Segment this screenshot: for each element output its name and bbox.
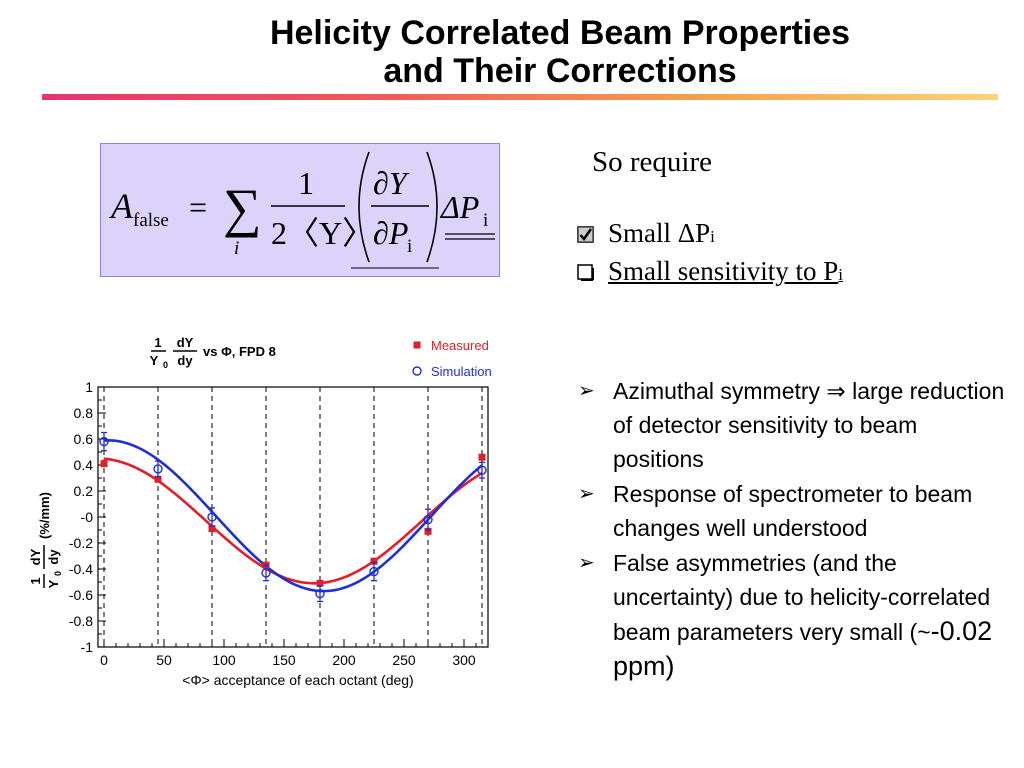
simulation-point: [153, 464, 163, 474]
measured-point: [154, 475, 162, 483]
requirement-small-delta-p: Small ΔP i: [577, 218, 715, 249]
title-line-2: and Their Corrections: [383, 52, 737, 90]
simulation-point: [315, 589, 325, 599]
y-tick-label: -0.4: [69, 561, 93, 577]
requirement-2-label: Small sensitivity to P: [608, 256, 839, 286]
legend-measured-label: Measured: [431, 338, 489, 353]
arrow-bullet-icon: ➢: [578, 380, 595, 402]
y-tick-label: 0.2: [74, 483, 94, 499]
formula-equals: =: [189, 189, 207, 225]
formula-sum-index: i: [234, 238, 239, 259]
y-tick-label: -0: [81, 509, 94, 525]
formula-partial-Y: ∂Y: [373, 165, 410, 201]
x-tick-label: 200: [332, 652, 356, 668]
plot-frame: [97, 386, 489, 648]
chart-title-frac-num: 1: [154, 335, 161, 350]
page-title: Helicity Correlated Beam Properties and …: [200, 14, 920, 90]
measured-point: [370, 557, 378, 565]
formula-delta-sub: i: [483, 210, 488, 231]
bullet-text: False asymmetries (and the uncertainty) …: [613, 550, 991, 645]
bullet-list: ➢ Azimuthal symmetry ⇒ large reduction o…: [578, 374, 1008, 685]
measured-point: [316, 579, 324, 587]
chart-svg: 10.80.60.40.2-0-0.2-0.4-0.6-0.8-10 50 100 1…: [28, 335, 492, 688]
formula-numerator-one: 1: [298, 165, 314, 201]
x-tick-label: 0: [100, 652, 108, 668]
requirement-1-label: Small ΔP: [608, 218, 711, 248]
y-tick-label: 0.6: [74, 431, 94, 447]
x-tick-label: 250: [392, 652, 416, 668]
sensitivity-chart: 1 0.8 0.6 0.4 0.2 -0 -0.2 -0.4 -0.6 -0.8 -1 0 50 100 1…: [20, 325, 530, 695]
y-tick-label: 1: [85, 379, 93, 395]
simulation-point: [207, 512, 217, 522]
formula-sub-false: false: [133, 210, 169, 231]
simulation-point: [369, 566, 379, 577]
chart-title-deriv-den: dy: [177, 353, 193, 368]
simulation-point: [423, 514, 433, 525]
y-tick-label: -1: [81, 639, 94, 655]
measured-point: [424, 527, 432, 535]
x-axis-label: <Φ> acceptance of each octant (deg): [182, 672, 413, 688]
false-asymmetry-formula: A false = ∑ i 1 2〈Y〉 ∂Y ∂P i ΔP i: [100, 143, 500, 277]
bullet-item: ➢ Azimuthal symmetry ⇒ large reduction o…: [578, 374, 1008, 476]
formula-A: A: [109, 186, 134, 226]
so-require-text: So require: [592, 146, 712, 178]
y-tick-label: 0.4: [74, 457, 94, 473]
chart-title-frac-den-sub: 0: [163, 360, 168, 370]
simulation-point: [99, 436, 109, 447]
bullet-text: Response of spectrometer to beam changes…: [613, 481, 973, 541]
arrow-bullet-icon: ➢: [578, 483, 595, 505]
formula-right-paren: [426, 151, 438, 263]
x-tick-label: 50: [156, 652, 172, 668]
requirement-2-sub: i: [838, 265, 844, 284]
formula-denominator: 2〈Y〉: [271, 215, 374, 251]
y-axis-label: 1 Y 0 dY dy (%/mm): [28, 492, 63, 588]
y-label-unit: (%/mm): [37, 492, 52, 539]
measured-point: [208, 525, 216, 533]
y-label-deriv-den: dy: [46, 549, 61, 565]
formula-left-paren: [358, 151, 370, 263]
title-underline-bar: [42, 94, 998, 100]
y-tick-label: -0.2: [69, 535, 93, 551]
chart-title-deriv-num: dY: [177, 335, 194, 350]
bullet-text-large: -0.02 ppm): [613, 616, 993, 681]
x-tick-label: 100: [212, 652, 236, 668]
y-tick-label: -0.6: [69, 587, 93, 603]
y-label-frac-num: 1: [28, 577, 43, 584]
checked-box-icon: [577, 226, 594, 243]
chart-title-rest: vs Φ, FPD 8: [203, 344, 276, 359]
measured-fit-curve: [103, 457, 483, 585]
x-tick-label: 150: [272, 652, 296, 668]
formula-delta-P: ΔP: [439, 189, 479, 225]
y-label-frac-den-sub: 0: [53, 571, 63, 576]
title-line-1: Helicity Correlated Beam Properties: [269, 14, 851, 52]
y-tick-label: 0.8: [74, 405, 94, 421]
chart-title-frac-den: Y: [150, 353, 159, 368]
requirement-1-sub: i: [710, 227, 715, 246]
simulation-point: [477, 465, 487, 475]
bullet-text: Azimuthal symmetry ⇒ large reduction of …: [613, 378, 1005, 472]
empty-box-icon: [577, 264, 594, 281]
arrow-bullet-icon: ➢: [578, 552, 595, 574]
bullet-item: ➢ False asymmetries (and the uncertainty…: [578, 546, 1008, 684]
y-tick-label: -0.8: [69, 613, 93, 629]
formula-sum: ∑: [223, 178, 262, 238]
legend-measured-marker: [413, 341, 421, 349]
formula-partial-P: ∂P: [373, 215, 408, 251]
simulation-fit-curve: [103, 438, 483, 593]
measured-point: [100, 460, 108, 468]
measured-point: [478, 453, 486, 461]
legend-simulation-marker: [412, 366, 422, 376]
bullet-item: ➢ Response of spectrometer to beam chang…: [578, 477, 1008, 545]
y-label-frac-den: Y: [46, 579, 61, 588]
formula-sub-i: i: [407, 236, 412, 257]
legend-simulation-label: Simulation: [431, 364, 492, 379]
x-tick-label: 300: [452, 652, 476, 668]
y-label-deriv-num: dY: [28, 548, 43, 565]
simulation-point: [261, 568, 271, 578]
